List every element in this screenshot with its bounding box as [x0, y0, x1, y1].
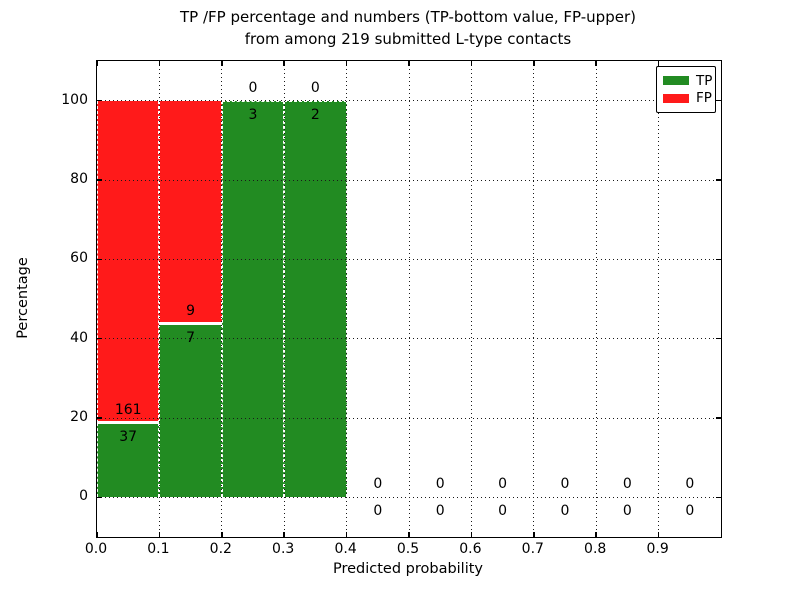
x-tick-label: 0.8: [584, 541, 607, 557]
bar-count-label-fp: 0: [435, 476, 445, 493]
x-tick-label: 0.7: [521, 541, 544, 557]
bar-count-label-fp: 0: [685, 476, 695, 493]
bar-count-label-fp: 0: [498, 476, 508, 493]
x-tick-mark-top: [657, 61, 660, 66]
x-tick-mark-bottom: [221, 532, 223, 537]
x-tick-mark-bottom: [595, 532, 597, 537]
y-tick-mark-left: [97, 99, 102, 102]
y-tick-mark-right: [716, 258, 721, 261]
grid-line-vertical: [658, 61, 660, 537]
x-tick-mark-top: [533, 61, 535, 66]
y-tick-label: 40: [70, 329, 88, 346]
grid-line-vertical: [346, 61, 348, 537]
bar-count-label-tp: 0: [373, 503, 383, 520]
bar-count-label-tp: 0: [685, 503, 695, 520]
legend-entry-fp: FP: [663, 90, 712, 107]
legend: TP FP: [656, 66, 716, 113]
legend-swatch-fp: [663, 93, 689, 103]
bar-count-label-tp: 0: [435, 503, 445, 520]
x-tick-label: 0.3: [272, 541, 295, 557]
x-tick-label: 0.0: [84, 541, 108, 557]
y-tick-mark-right: [716, 417, 721, 419]
x-tick-mark-top: [283, 61, 285, 66]
bar-segment-fp: [97, 100, 160, 424]
y-tick-mark-left: [97, 496, 102, 499]
legend-swatch-tp: [663, 76, 689, 86]
bar-count-label-tp: 7: [186, 329, 196, 346]
bar-segment-tp: [284, 100, 347, 498]
y-tick-mark-right: [716, 496, 721, 499]
x-tick-label: 0.2: [209, 541, 232, 557]
y-tick-label: 80: [70, 171, 88, 187]
grid-line-vertical: [533, 61, 535, 537]
y-tick-label: 60: [70, 250, 88, 267]
y-tick-mark-left: [97, 337, 102, 340]
y-tick-mark-left: [97, 258, 102, 261]
y-tick-mark-right: [716, 99, 721, 102]
bar-count-label-tp: 37: [119, 429, 138, 446]
x-tick-label: 0.6: [459, 541, 482, 557]
bar-count-label-tp: 0: [622, 503, 632, 520]
x-tick-mark-top: [158, 61, 161, 66]
x-tick-mark-bottom: [470, 532, 473, 537]
x-tick-mark-bottom: [158, 532, 161, 537]
bar-segment-tp: [221, 100, 285, 498]
y-axis-label: Percentage: [15, 257, 31, 339]
x-tick-mark-top: [345, 61, 348, 66]
chart-title-line2: from among 219 submitted L-type contacts: [244, 30, 572, 48]
x-tick-mark-top: [221, 61, 223, 66]
chart-title-line1: TP /FP percentage and numbers (TP-bottom…: [180, 8, 636, 26]
x-tick-mark-bottom: [283, 532, 285, 537]
bar-count-label-tp: 3: [248, 106, 258, 123]
y-tick-label: 100: [61, 91, 88, 108]
bar-count-label-tp: 0: [560, 503, 570, 520]
grid-line-vertical: [221, 61, 223, 537]
grid-line-vertical: [470, 61, 472, 537]
bar-count-label-tp: 2: [310, 106, 320, 123]
x-tick-mark-bottom: [345, 532, 348, 537]
y-tick-mark-right: [716, 337, 721, 340]
bar-count-label-fp: 0: [622, 476, 632, 493]
legend-entry-tp: TP: [663, 72, 713, 89]
x-tick-label: 0.9: [646, 541, 669, 557]
x-tick-label: 0.1: [147, 541, 170, 557]
x-tick-mark-bottom: [657, 532, 660, 537]
bar-segment-tp: [97, 423, 160, 498]
y-tick-mark-right: [716, 179, 721, 181]
bar-segment-tp: [159, 323, 222, 498]
x-tick-mark-bottom: [533, 532, 535, 537]
bar-count-label-fp: 9: [186, 302, 196, 319]
bar-count-label-fp: 0: [373, 476, 383, 493]
x-tick-mark-bottom: [96, 532, 98, 537]
grid-line-vertical: [283, 61, 285, 537]
legend-label-tp: TP: [696, 72, 713, 89]
x-tick-mark-top: [96, 61, 98, 66]
bar-count-label-fp: 161: [114, 402, 142, 419]
x-tick-mark-top: [595, 61, 597, 66]
y-tick-mark-left: [97, 179, 102, 181]
bar-count-label-fp: 0: [310, 79, 320, 96]
x-tick-mark-top: [470, 61, 473, 66]
grid-line-vertical: [408, 61, 410, 537]
bar-segment-fp: [159, 100, 222, 324]
x-tick-label: 0.5: [396, 541, 420, 557]
x-tick-mark-top: [408, 61, 410, 66]
bar-count-label-fp: 0: [560, 476, 570, 493]
y-tick-label: 20: [70, 409, 88, 425]
x-tick-label: 0.4: [334, 541, 357, 557]
x-tick-mark-bottom: [408, 532, 410, 537]
y-tick-label: 0: [79, 488, 88, 505]
grid-line-vertical: [595, 61, 597, 537]
legend-label-fp: FP: [696, 90, 712, 107]
bar-count-label-fp: 0: [248, 79, 258, 96]
bar-count-label-tp: 0: [498, 503, 508, 520]
x-axis-label: Predicted probability: [332, 561, 484, 577]
plot-area: 161 37 9 7 0 3 0 2 0 0 0 0 0 0 0 0 0 0 0 0: [96, 60, 722, 538]
grid-line-vertical: [158, 61, 160, 537]
y-tick-mark-left: [97, 417, 102, 419]
chart-title: TP /FP percentage and numbers (TP-bottom…: [88, 6, 728, 50]
